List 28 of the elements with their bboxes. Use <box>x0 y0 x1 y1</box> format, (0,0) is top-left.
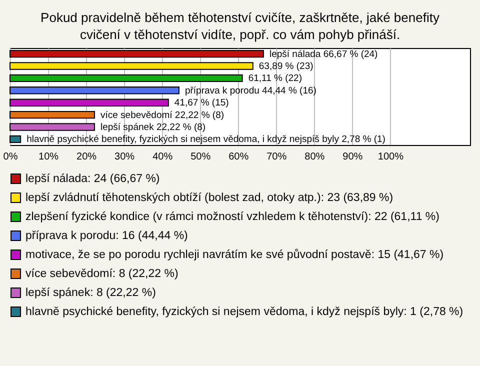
x-tick-label: 10% <box>38 152 59 162</box>
legend-label: lepší spánek: 8 (22,22 %) <box>26 286 156 299</box>
x-tick-label: 20% <box>76 152 97 162</box>
data-label: lepší nálada 66,67 % (24) <box>269 48 378 60</box>
data-label: lepší spánek 22,22 % (8) <box>100 122 206 134</box>
legend-label: více sebevědomí: 8 (22,22 %) <box>26 268 178 280</box>
legend-label: hlavně psychické benefity, fyzických si nejsem vědoma, i když nejspíš byly: 1 (2,78 %) <box>26 306 464 318</box>
x-tick-label: 90% <box>342 152 363 162</box>
data-label: 41,67 % (15) <box>174 98 229 109</box>
legend-label: lepší zvládnutí těhotenských obtíží (bolest zad, otoky atp.): 23 (63,89 %) <box>26 192 394 204</box>
legend-label: motivace, že se po porodu rychleji navrátím ke své původní postavě: 15 (41,67 %) <box>26 248 444 261</box>
x-tick-label: 50% <box>190 152 211 162</box>
x-tick-label: 60% <box>228 152 249 162</box>
chart-title: Pokud pravidelně během těhotenství cvičíte, zaškrtněte, jaké benefity cvičení v těhotenství vidíte, popř. co vám pohyb přináší. <box>40 10 440 42</box>
legend-label: lepší nálada: 24 (66,67 %) <box>26 172 160 185</box>
data-label: 63,89 % (23) <box>258 60 314 72</box>
data-label: příprava k porodu 44,44 % (16) <box>184 85 316 96</box>
data-label: více sebevědomí 22,22 % (8) <box>100 110 224 121</box>
legend-label: příprava k porodu: 16 (44,44 %) <box>26 230 188 242</box>
x-tick-label: 80% <box>304 152 325 162</box>
x-tick-label: 100% <box>378 152 404 162</box>
x-tick-label: 30% <box>114 152 135 162</box>
x-tick-label: 40% <box>152 152 173 162</box>
legend-label: zlepšení fyzické kondice (v rámci možností vzhledem k těhotenství): 22 (61,11 %) <box>26 210 440 223</box>
data-label: 61,11 % (22) <box>248 73 302 84</box>
x-tick-label: 0% <box>3 152 18 162</box>
x-tick-label: 70% <box>266 152 287 162</box>
data-label: hlavně psychické benefity, fyzických si nejsem vědoma, i když nejspíš byly 2,78 % (1) <box>26 134 386 146</box>
